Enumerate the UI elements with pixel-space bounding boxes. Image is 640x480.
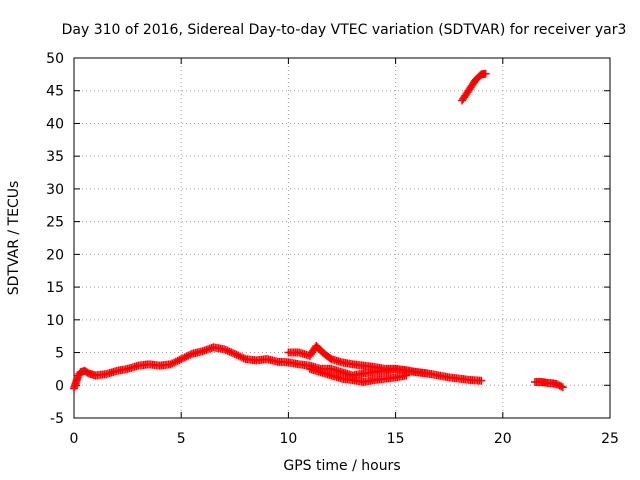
y-tick-label: 5 (55, 346, 64, 362)
data-point (184, 351, 193, 360)
y-tick-label: 10 (46, 313, 64, 329)
data-point (168, 359, 177, 368)
data-point (220, 345, 229, 354)
data-point (182, 352, 191, 361)
data-point (423, 369, 432, 378)
data-point (178, 354, 187, 363)
y-tick-label: 50 (46, 51, 64, 67)
chart-title: Day 310 of 2016, Sidereal Day-to-day VTE… (62, 22, 627, 38)
x-tick-label: 25 (601, 431, 619, 447)
grid (74, 58, 610, 418)
y-axis-label: SDTVAR / TECUs (6, 181, 22, 296)
data-point (230, 349, 239, 358)
x-axis-label: GPS time / hours (283, 458, 400, 474)
data-point (177, 355, 186, 364)
data-point (229, 349, 238, 358)
x-tick-label: 20 (494, 431, 512, 447)
x-tick-label: 0 (70, 431, 79, 447)
data-point (171, 357, 180, 366)
data-point (227, 348, 236, 357)
data-point (239, 354, 248, 363)
data-marks (70, 69, 567, 393)
data-point (180, 353, 189, 362)
data-point (223, 346, 232, 355)
y-tick-label: 0 (55, 378, 64, 394)
data-point (175, 355, 184, 364)
y-tick-label: 25 (46, 215, 64, 231)
y-tick-label: 30 (46, 182, 64, 198)
x-tick-label: 15 (387, 431, 405, 447)
y-tick-label: 35 (46, 149, 64, 165)
y-tick-label: 40 (46, 116, 64, 132)
data-point (236, 352, 245, 361)
data-point (234, 351, 243, 360)
data-point (481, 69, 490, 78)
data-point (558, 383, 567, 392)
data-point (173, 356, 182, 365)
x-tick-label: 5 (177, 431, 186, 447)
data-point (186, 350, 195, 359)
plot-frame (73, 57, 611, 419)
ticks: 0 5 10 15 20 25 -5 0 5 10 15 20 25 30 35 40 45 50 (46, 51, 619, 447)
data-point (170, 358, 179, 367)
data-point (232, 350, 241, 359)
data-point (402, 371, 411, 380)
y-tick-label: 15 (46, 280, 64, 296)
data-point (237, 353, 246, 362)
y-tick-label: 45 (46, 84, 64, 100)
data-point (221, 346, 230, 355)
data-point (557, 382, 566, 391)
data-point (225, 347, 234, 356)
data-point (166, 360, 175, 369)
x-tick-label: 10 (279, 431, 297, 447)
y-tick-label: 20 (46, 247, 64, 263)
y-tick-label: -5 (50, 411, 64, 427)
data-point (477, 376, 486, 385)
